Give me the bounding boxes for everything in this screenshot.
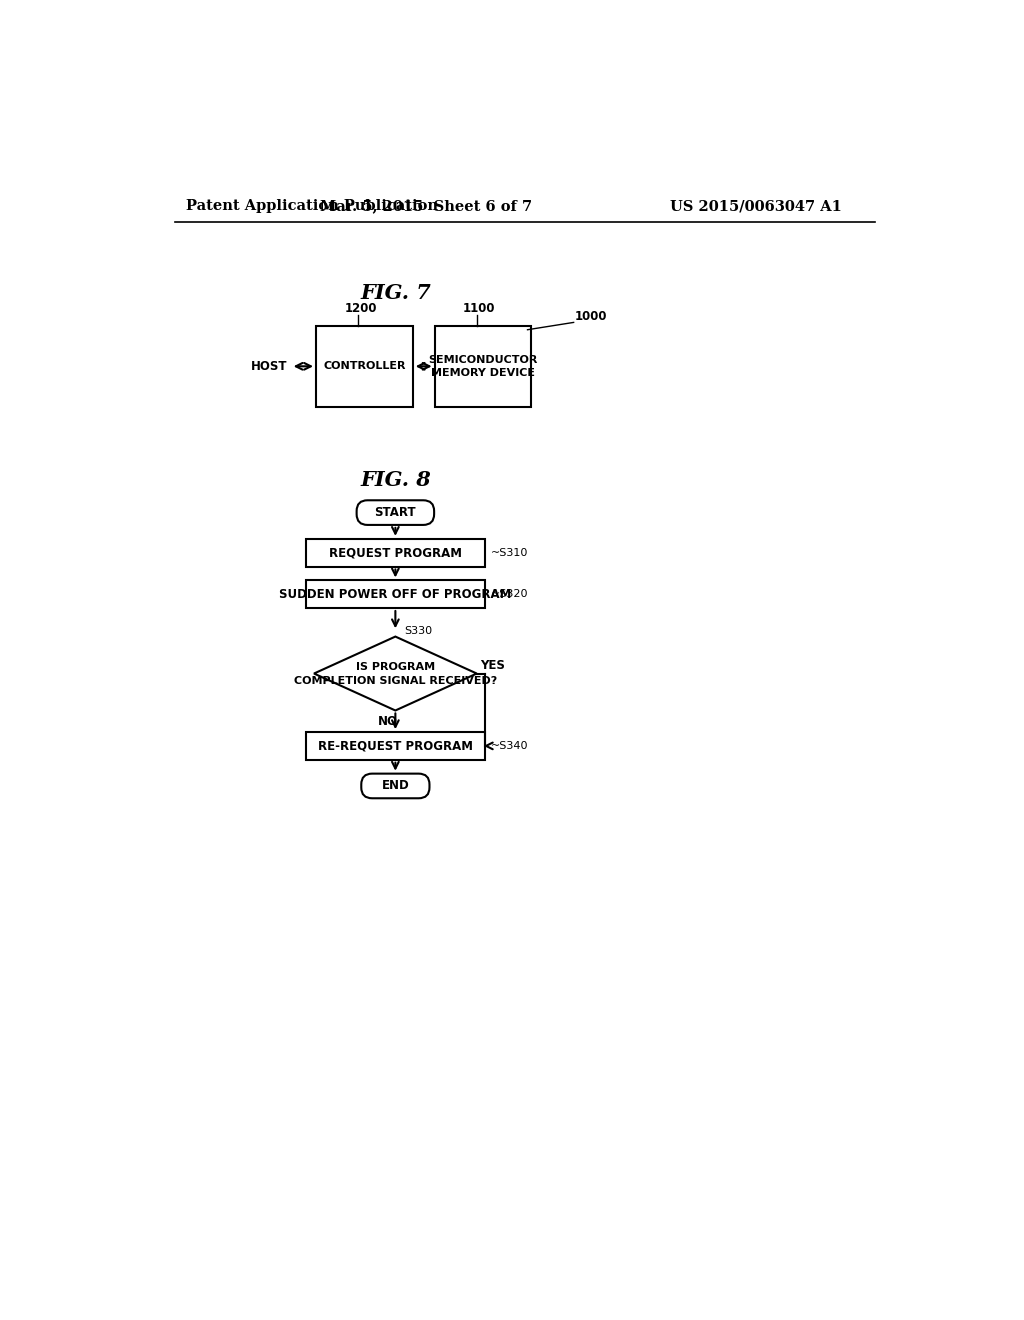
Polygon shape (314, 636, 477, 710)
Text: US 2015/0063047 A1: US 2015/0063047 A1 (671, 199, 843, 213)
Text: CONTROLLER: CONTROLLER (324, 362, 406, 371)
Text: 1200: 1200 (344, 302, 377, 315)
FancyBboxPatch shape (356, 500, 434, 525)
Text: S330: S330 (404, 626, 433, 636)
Bar (306, 539, 484, 566)
Text: HOST: HOST (251, 360, 287, 372)
Text: SEMICONDUCTOR
MEMORY DEVICE: SEMICONDUCTOR MEMORY DEVICE (428, 355, 538, 378)
FancyBboxPatch shape (361, 774, 429, 799)
Text: FIG. 8: FIG. 8 (360, 470, 431, 490)
Text: Patent Application Publication: Patent Application Publication (186, 199, 438, 213)
Text: SUDDEN POWER OFF OF PROGRAM: SUDDEN POWER OFF OF PROGRAM (280, 587, 512, 601)
Text: 1000: 1000 (575, 310, 607, 323)
Text: ~S320: ~S320 (490, 589, 528, 599)
Text: RE-REQUEST PROGRAM: RE-REQUEST PROGRAM (317, 739, 473, 752)
Text: 1100: 1100 (463, 302, 496, 315)
Text: Mar. 5, 2015  Sheet 6 of 7: Mar. 5, 2015 Sheet 6 of 7 (321, 199, 532, 213)
Text: NO: NO (378, 714, 397, 727)
Text: REQUEST PROGRAM: REQUEST PROGRAM (329, 546, 462, 560)
Text: FIG. 7: FIG. 7 (360, 284, 431, 304)
Text: START: START (375, 506, 416, 519)
Text: ~S310: ~S310 (490, 548, 528, 557)
Text: YES: YES (480, 659, 506, 672)
Text: IS PROGRAM
COMPLETION SIGNAL RECEIVED?: IS PROGRAM COMPLETION SIGNAL RECEIVED? (294, 661, 497, 685)
Bar (306, 733, 484, 760)
Bar (306, 581, 484, 609)
Bar (316, 326, 413, 407)
Text: ~S340: ~S340 (490, 741, 528, 751)
Text: END: END (382, 779, 410, 792)
Bar (434, 326, 531, 407)
